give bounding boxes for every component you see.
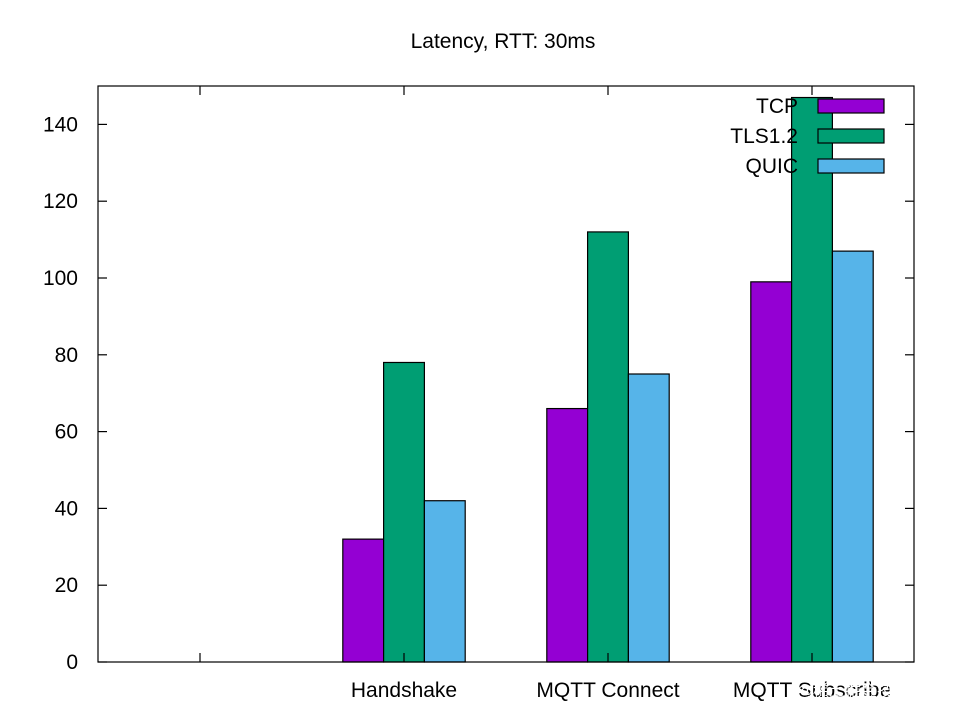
legend-label: QUIC — [746, 155, 799, 178]
x-category-label: MQTT Connect — [536, 679, 679, 702]
bar-tls1-2-mqtt-connect — [586, 231, 629, 663]
legend-label: TCP — [756, 95, 798, 118]
x-category-label: MQTT Subscribe — [733, 679, 891, 702]
legend-swatch — [817, 128, 885, 144]
legend-label: TLS1.2 — [730, 125, 798, 148]
y-tick-label: 120 — [43, 190, 78, 213]
bar-tcp-handshake — [342, 538, 385, 663]
y-tick-label: 20 — [55, 574, 78, 597]
y-tick-label: 40 — [55, 497, 78, 520]
legend-swatch — [817, 98, 885, 114]
x-category-label: Handshake — [351, 679, 457, 702]
x-axis-category-labels: Handshake MQTT Connect MQTT Subscribe — [351, 679, 891, 702]
y-tick-label: 80 — [55, 344, 78, 367]
bar-quic-mqtt-connect — [627, 373, 670, 663]
plot-frame — [97, 85, 915, 663]
y-tick-label: 140 — [43, 113, 78, 136]
bar-tls1-2-handshake — [383, 361, 426, 663]
bar-tcp-mqtt-connect — [546, 407, 589, 663]
chart-title: Latency, RTT: 30ms — [411, 30, 596, 53]
legend-swatch — [817, 158, 885, 174]
legend: TCP TLS1.2 QUIC — [730, 95, 885, 178]
bar-tcp-mqtt-subscribe — [750, 281, 793, 663]
bar-tls1-2-mqtt-subscribe — [790, 96, 833, 663]
bar-quic-mqtt-subscribe — [831, 250, 874, 663]
bars-layer — [342, 96, 874, 663]
y-tick-label: 0 — [66, 651, 78, 674]
axis-ticks — [98, 86, 914, 663]
y-axis-tick-labels: 0 20 40 60 80 100 120 140 — [43, 113, 78, 674]
y-tick-label: 60 — [55, 421, 78, 444]
watermark-text: @稀土掘金技术社区 — [797, 682, 941, 700]
y-tick-label: 100 — [43, 267, 78, 290]
bar-quic-handshake — [423, 500, 466, 663]
